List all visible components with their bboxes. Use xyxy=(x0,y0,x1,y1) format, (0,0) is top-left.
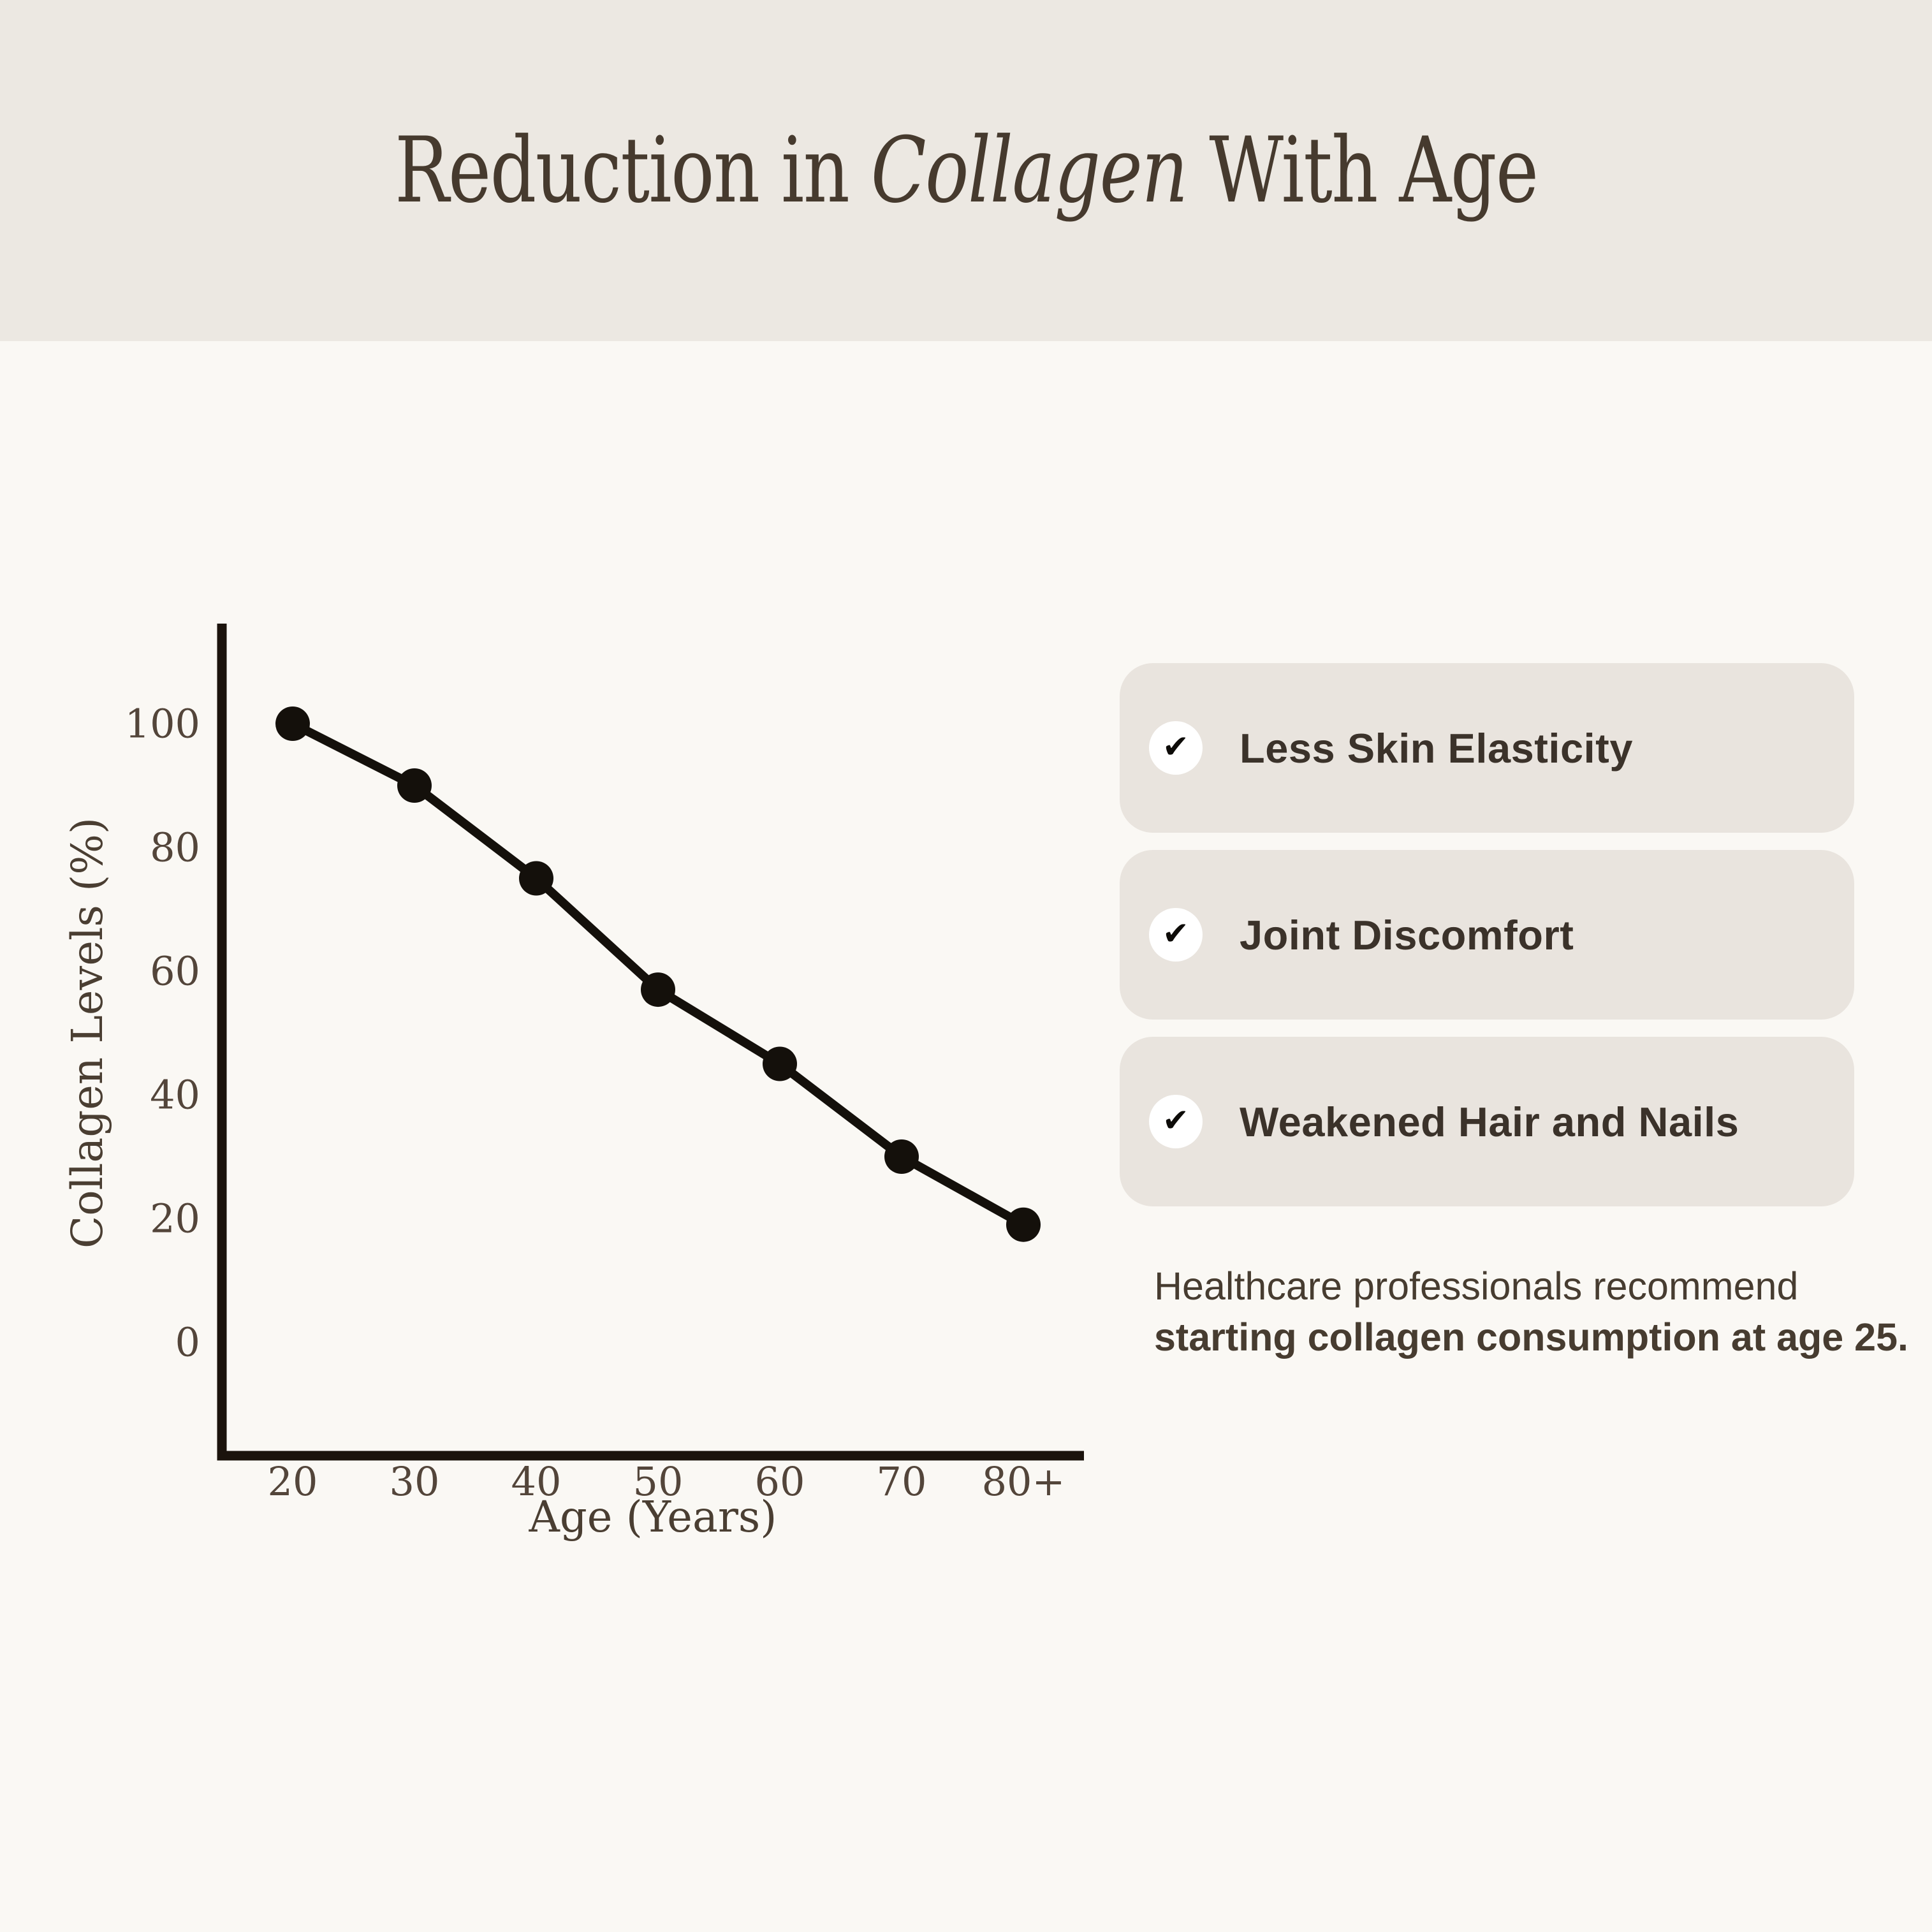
y-axis-title: Collagen Levels (%) xyxy=(62,817,112,1248)
recommendation-note: Healthcare professionals recommend start… xyxy=(1154,1261,1919,1363)
checklist-item-weakened-hair-nails: ✔ Weakened Hair and Nails xyxy=(1120,1037,1854,1206)
checklist-item-label: Weakened Hair and Nails xyxy=(1240,1098,1739,1145)
y-tick-label: 60 xyxy=(150,948,200,995)
x-tick-label: 20 xyxy=(268,1458,318,1505)
data-point xyxy=(1006,1207,1041,1242)
x-axis-title: Age (Years) xyxy=(529,1492,777,1542)
data-point xyxy=(519,861,553,896)
data-point xyxy=(641,972,675,1007)
note-line-1: Healthcare professionals recommend xyxy=(1154,1264,1799,1308)
data-point xyxy=(763,1046,797,1081)
title-italic-collagen: Collagen xyxy=(870,118,1188,223)
data-point xyxy=(397,768,432,803)
y-tick-label: 100 xyxy=(125,701,200,747)
checkmark-icon: ✔ xyxy=(1162,915,1189,952)
symptoms-checklist: ✔ Less Skin Elasticity ✔ Joint Discomfor… xyxy=(1120,663,1854,1224)
x-tick-label: 60 xyxy=(755,1458,805,1505)
x-tick-label: 30 xyxy=(390,1458,440,1505)
check-circle: ✔ xyxy=(1149,721,1203,775)
note-line-2: starting collagen consumption at age 25. xyxy=(1154,1315,1908,1359)
collagen-decline-line-chart: 100 80 60 40 20 0 20 30 40 50 60 70 80+ Age (Years) Co… xyxy=(62,624,1084,1542)
check-circle: ✔ xyxy=(1149,908,1203,962)
y-tick-label: 0 xyxy=(175,1319,200,1366)
checkmark-icon: ✔ xyxy=(1162,728,1189,765)
x-tick-label: 80+ xyxy=(982,1458,1065,1505)
header-band: Reduction in Collagen With Age xyxy=(0,0,1932,341)
y-tick-label: 80 xyxy=(150,824,200,871)
data-point xyxy=(275,706,310,741)
x-tick-label: 50 xyxy=(633,1458,684,1505)
data-point xyxy=(884,1139,919,1174)
title-prefix: Reduction in xyxy=(394,118,871,223)
y-tick-label: 40 xyxy=(150,1072,200,1118)
checkmark-icon: ✔ xyxy=(1162,1102,1189,1139)
x-tick-label: 40 xyxy=(511,1458,562,1505)
checklist-item-joint-discomfort: ✔ Joint Discomfort xyxy=(1120,850,1854,1020)
x-tick-label: 70 xyxy=(877,1458,927,1505)
checklist-item-label: Less Skin Elasticity xyxy=(1240,724,1633,772)
checklist-item-less-skin-elasticity: ✔ Less Skin Elasticity xyxy=(1120,663,1854,833)
title-suffix: With Age xyxy=(1187,118,1539,223)
chart-axes xyxy=(217,624,1084,1461)
check-circle: ✔ xyxy=(1149,1095,1203,1148)
checklist-item-label: Joint Discomfort xyxy=(1240,911,1574,958)
page-title: Reduction in Collagen With Age xyxy=(394,118,1539,223)
y-tick-label: 20 xyxy=(150,1196,200,1242)
